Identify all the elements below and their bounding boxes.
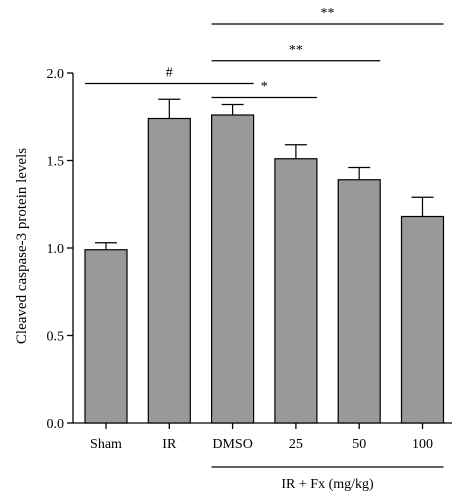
bar-DMSO [211, 114, 255, 424]
bar-50 [337, 179, 381, 424]
x-tick-label: DMSO [212, 437, 252, 452]
x-tick-label: 50 [352, 437, 366, 452]
axes [72, 73, 452, 424]
bar-Sham [84, 249, 128, 424]
significance-label: * [261, 80, 268, 95]
y-ticks: 0.0 0.5 1.0 1.5 2.0 [47, 67, 73, 432]
bars [84, 114, 445, 424]
x-tick-labels: Sham IR DMSO 25 50 100 [90, 423, 433, 452]
treatment-group: IR + Fx (mg/kg) [211, 466, 444, 492]
x-tick-label: Sham [90, 437, 122, 452]
x-tick-label: IR [162, 437, 177, 452]
y-axis-label: Cleaved caspase-3 protein levels [14, 148, 30, 344]
bar-100 [400, 215, 445, 424]
x-tick-label: 100 [412, 437, 433, 452]
group-label: IR + Fx (mg/kg) [281, 477, 374, 492]
bar-IR [147, 117, 191, 424]
bar-25 [274, 158, 318, 424]
y-tick-label: 0.5 [47, 330, 65, 345]
y-tick-label: 1.5 [47, 155, 65, 170]
error-bars [95, 98, 434, 250]
significance-label: ** [289, 43, 303, 58]
y-tick-label: 2.0 [47, 67, 65, 82]
significance-label: # [166, 66, 173, 81]
significance-brackets: #***** [85, 6, 444, 99]
x-tick-label: 25 [289, 437, 303, 452]
y-tick-label: 0.0 [47, 417, 65, 432]
significance-label: ** [321, 6, 335, 21]
y-tick-label: 1.0 [47, 242, 65, 257]
